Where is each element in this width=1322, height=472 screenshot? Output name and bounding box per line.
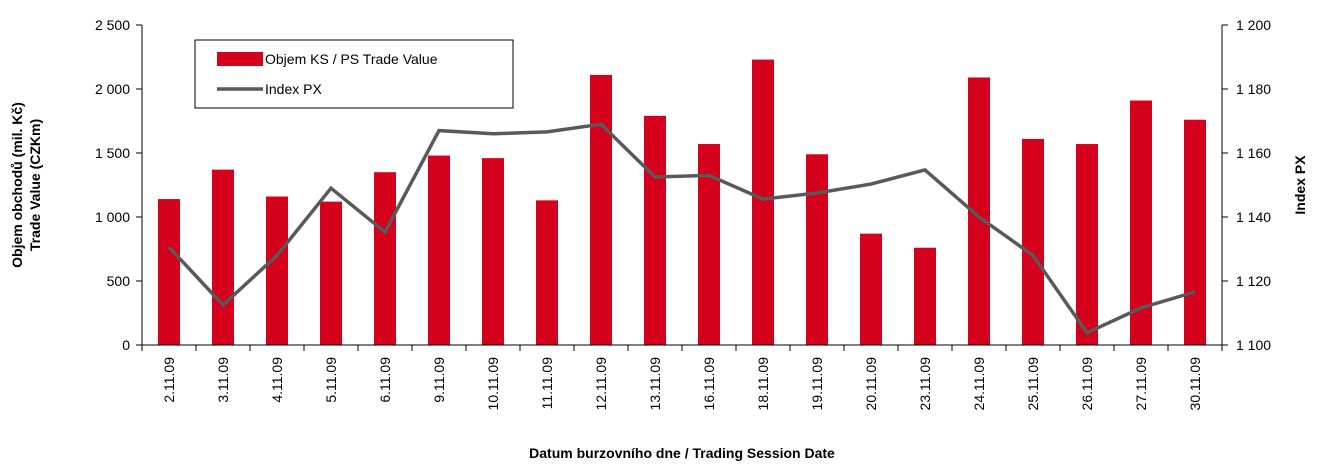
- y2-axis-title: Index PX: [1292, 155, 1308, 215]
- y2-tick-label: 1 140: [1236, 209, 1271, 225]
- y2-tick-label: 1 120: [1236, 273, 1271, 289]
- y2-tick-label: 1 100: [1236, 337, 1271, 353]
- bar: [428, 155, 450, 345]
- x-tick-label: 12.11.09: [593, 357, 609, 411]
- x-axis-title: Datum burzovního dne / Trading Session D…: [529, 445, 835, 461]
- x-tick-label: 19.11.09: [809, 357, 825, 411]
- legend: [194, 39, 514, 109]
- y-tick-label: 2 000: [95, 81, 130, 97]
- x-tick-label: 16.11.09: [701, 357, 717, 411]
- x-tick-label: 5.11.09: [323, 357, 339, 403]
- bar: [1130, 100, 1152, 346]
- bar: [698, 144, 720, 345]
- bar: [806, 154, 828, 345]
- x-tick-label: 30.11.09: [1187, 357, 1203, 411]
- x-tick-label: 11.11.09: [539, 357, 555, 410]
- x-tick-label: 3.11.09: [215, 357, 231, 403]
- legend-label: Objem KS / PS Trade Value: [265, 51, 438, 67]
- x-tick-label: 24.11.09: [971, 357, 987, 411]
- bar: [482, 158, 504, 345]
- bar: [158, 199, 180, 345]
- y2-tick-label: 1 180: [1236, 81, 1271, 97]
- x-tick-label: 10.11.09: [485, 357, 501, 411]
- bar: [374, 172, 396, 345]
- line: [167, 122, 1196, 336]
- x-tick-label: 6.11.09: [377, 357, 393, 403]
- bar: [914, 247, 936, 345]
- y2-tick-label: 1 160: [1236, 145, 1271, 161]
- bar: [1184, 119, 1206, 345]
- y-tick-label: 1 500: [95, 145, 130, 161]
- bar: [1076, 144, 1098, 345]
- bar: [752, 59, 774, 346]
- y-tick-label: 0: [122, 337, 130, 353]
- bar: [644, 115, 666, 345]
- x-tick-label: 26.11.09: [1079, 357, 1095, 411]
- x-tick-label: 13.11.09: [647, 357, 663, 411]
- x-tick-label: 20.11.09: [863, 357, 879, 411]
- legend-swatch: [217, 52, 263, 66]
- bar: [968, 77, 990, 345]
- y-tick-label: 1 000: [95, 209, 130, 225]
- x-tick-label: 2.11.09: [161, 357, 177, 403]
- bar: [320, 201, 342, 345]
- bar: [590, 74, 612, 346]
- y-axis-title: Objem obchodů (mil. Kč): [9, 102, 25, 268]
- y2-tick-label: 1 200: [1236, 17, 1271, 33]
- bar: [266, 196, 288, 345]
- y-axis-title: Trade Value (CZKm): [27, 119, 43, 251]
- y-tick-label: 2 500: [95, 17, 130, 33]
- bar: [1022, 138, 1044, 345]
- x-tick-label: 27.11.09: [1133, 357, 1149, 411]
- x-tick-label: 4.11.09: [269, 357, 285, 403]
- y-tick-label: 500: [107, 273, 131, 289]
- x-tick-label: 23.11.09: [917, 357, 933, 411]
- bar: [860, 233, 882, 345]
- bar: [212, 169, 234, 345]
- bar: [536, 200, 558, 345]
- legend-label: Index PX: [265, 81, 322, 97]
- x-tick-label: 18.11.09: [755, 357, 771, 411]
- x-tick-label: 9.11.09: [431, 357, 447, 403]
- x-tick-label: 25.11.09: [1025, 357, 1041, 411]
